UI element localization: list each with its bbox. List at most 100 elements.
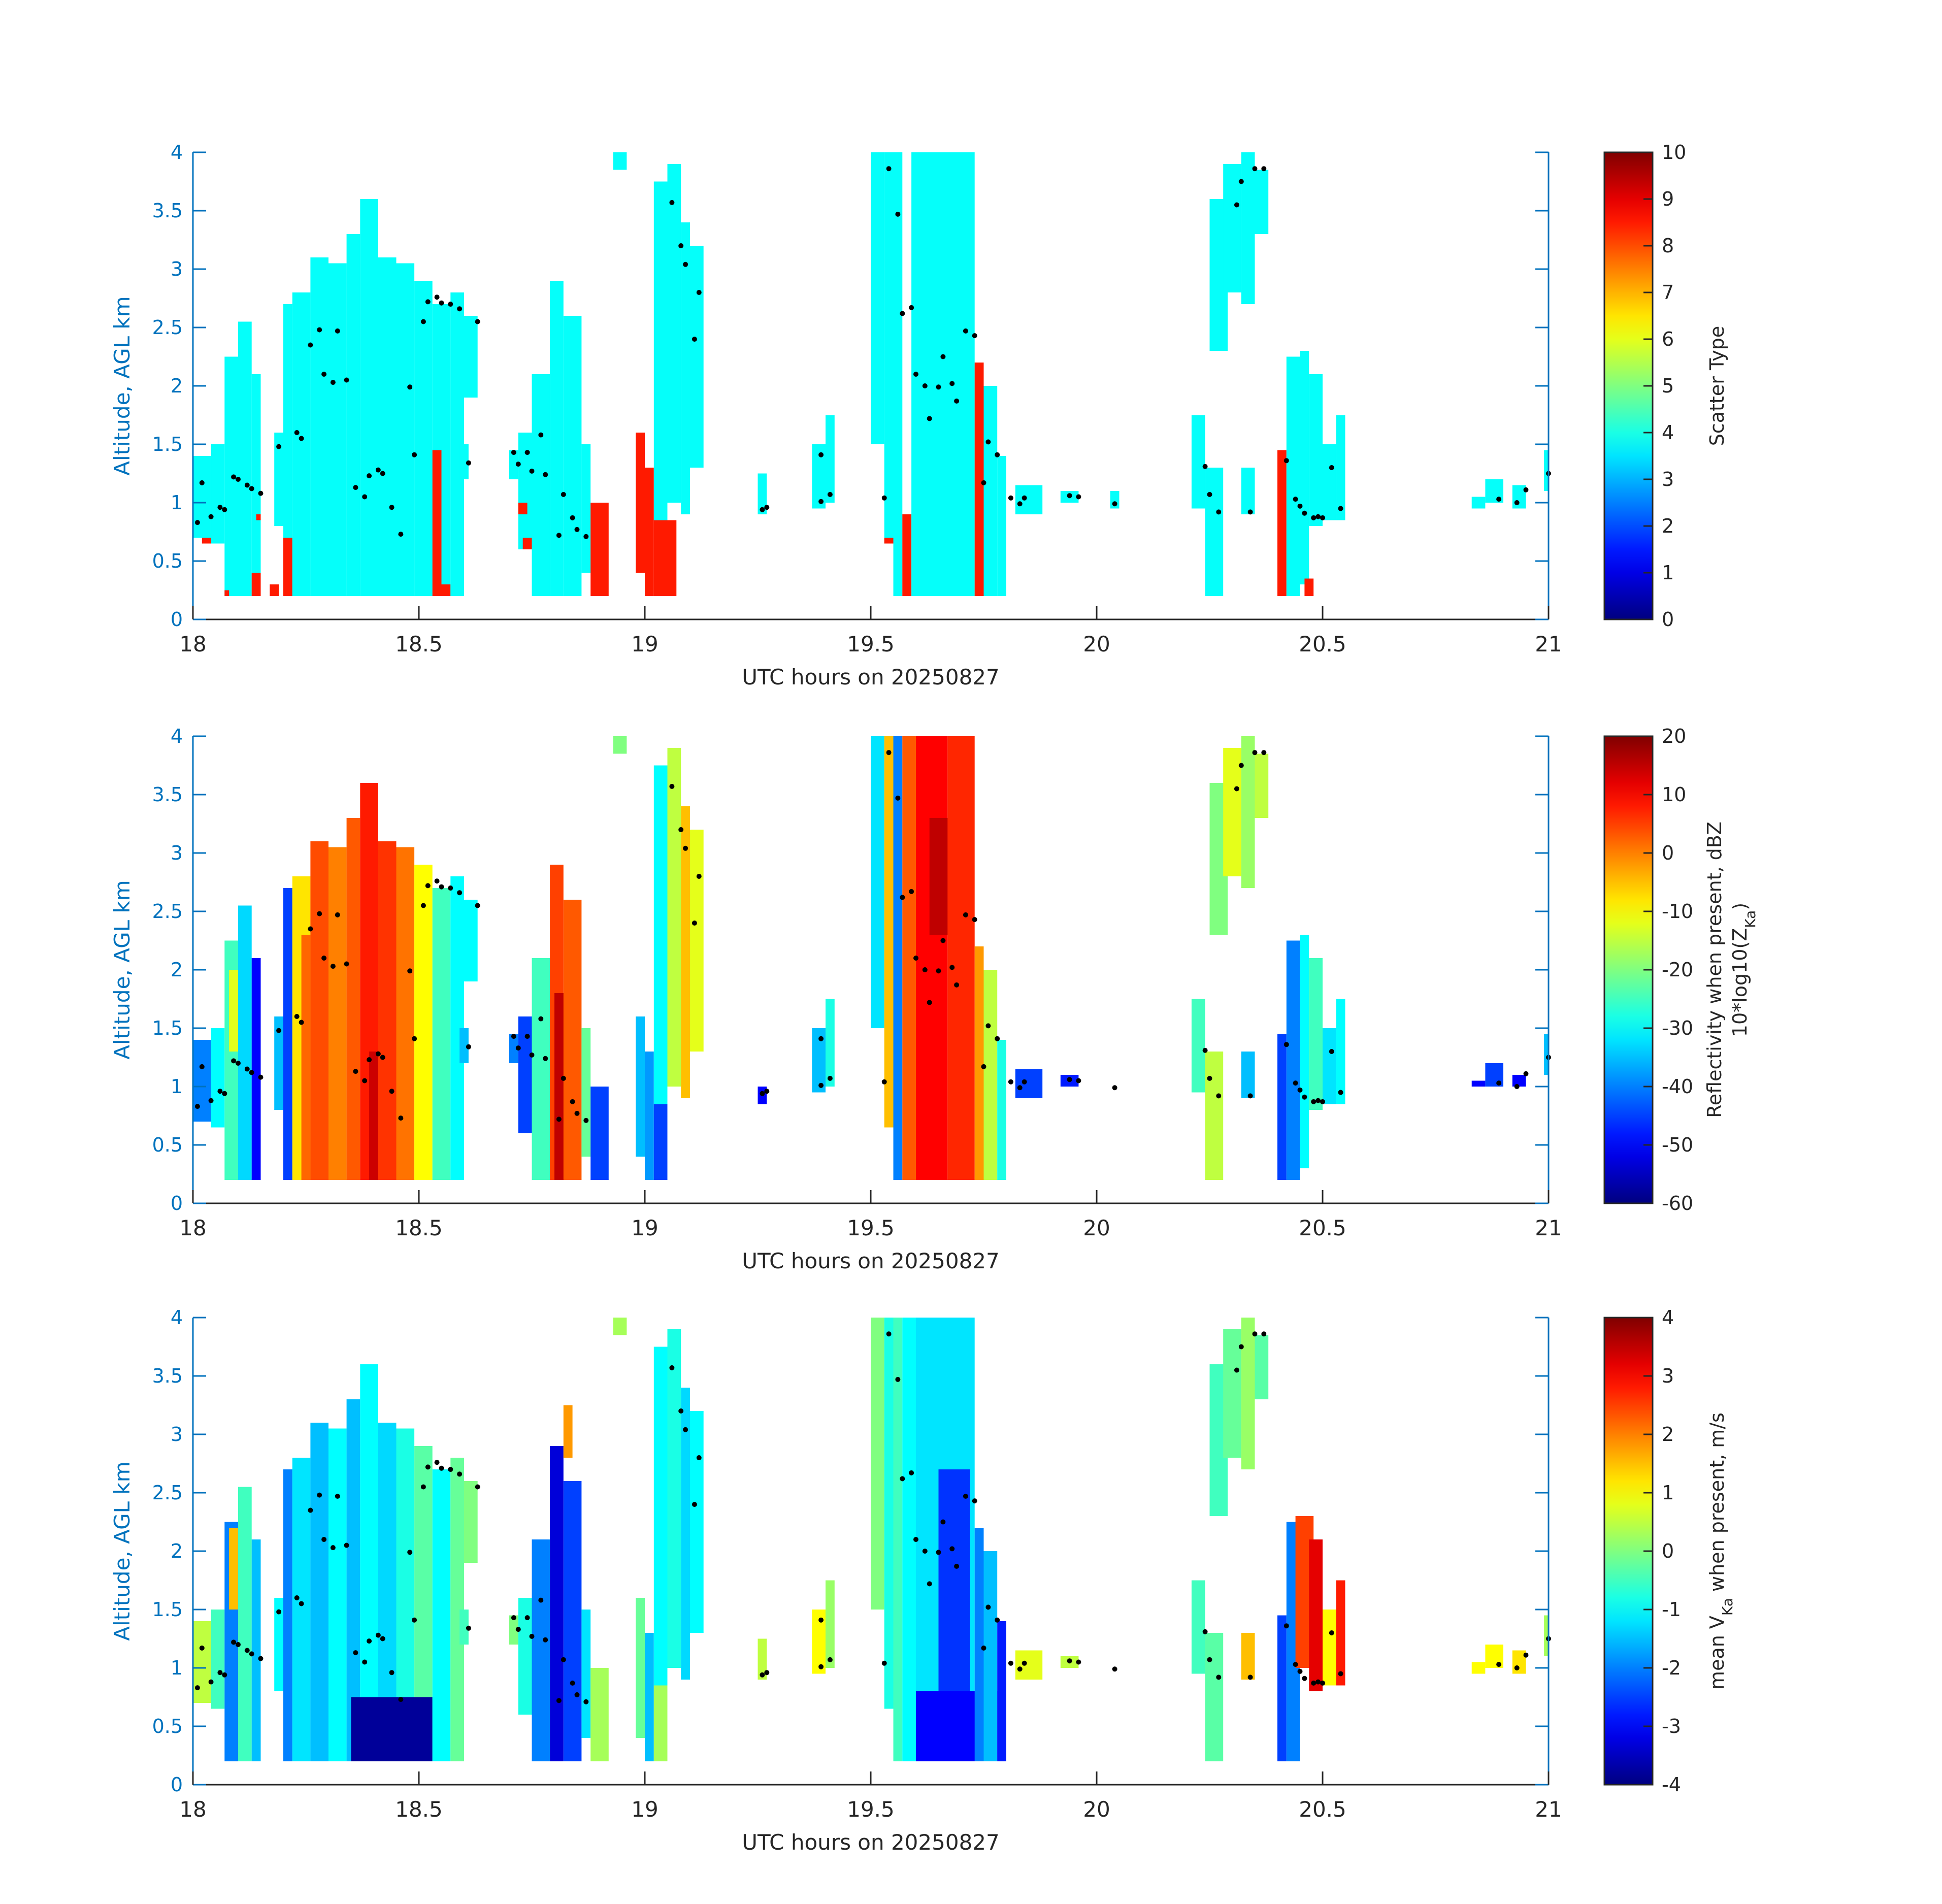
overlay-point (900, 1476, 905, 1482)
overlay-point (669, 783, 675, 789)
overlay-point (317, 911, 322, 916)
overlay-point (515, 462, 521, 467)
overlay-point (760, 507, 765, 512)
overlay-point (985, 1604, 991, 1610)
y-tick-label: 1 (171, 491, 183, 514)
heatmap-cell (1471, 497, 1486, 509)
colorbar-tick-label: 2 (1662, 515, 1674, 537)
heatmap-cell (229, 1528, 238, 1610)
overlay-point (936, 968, 941, 974)
heatmap-cell (283, 538, 292, 596)
overlay-point (353, 485, 358, 490)
overlay-point (511, 1034, 516, 1039)
x-tick-label: 18.5 (395, 632, 443, 656)
overlay-point (1234, 786, 1239, 792)
overlay-point (335, 912, 340, 917)
heatmap-cell (202, 538, 211, 544)
overlay-point (244, 1648, 250, 1653)
heatmap-cell (1277, 1615, 1287, 1761)
colorbar-tick-label: 4 (1662, 421, 1674, 444)
overlay-point (1283, 458, 1289, 464)
overlay-point (692, 921, 697, 926)
overlay-point (420, 319, 426, 324)
overlay-point (1017, 1666, 1023, 1672)
overlay-point (1234, 202, 1239, 208)
heatmap-cell (1241, 468, 1255, 514)
heatmap-cell (1304, 578, 1314, 596)
overlay-point (556, 533, 562, 538)
overlay-point (1297, 1668, 1303, 1674)
overlay-point (1238, 763, 1244, 768)
heatmap-cell (459, 1028, 469, 1063)
overlay-point (981, 1064, 986, 1069)
overlay-point (299, 1601, 304, 1606)
overlay-point (515, 1045, 521, 1051)
overlay-point (683, 845, 688, 851)
overlay-point (244, 1066, 250, 1072)
heatmap-cell (224, 590, 229, 596)
heatmap-cell (1300, 351, 1309, 584)
y-tick-label: 0.5 (152, 1715, 183, 1737)
overlay-point (367, 473, 372, 479)
heatmap-cell (518, 433, 532, 549)
heatmap-cell (251, 374, 261, 573)
colorbar-label-line1: Reflectivity when present, dBZ (1703, 822, 1726, 1118)
overlay-point (217, 1670, 223, 1676)
overlay-point (222, 1672, 227, 1678)
heatmap-cell (193, 1621, 211, 1703)
x-axis-label: UTC hours on 20250827 (742, 1830, 1000, 1855)
overlay-point (1496, 1080, 1502, 1086)
overlay-point (1496, 1662, 1502, 1667)
overlay-point (1320, 515, 1325, 520)
overlay-point (330, 1545, 336, 1551)
heatmap-cell (645, 1052, 654, 1180)
overlay-point (448, 885, 453, 891)
heatmap-cell (563, 316, 582, 596)
heatmap-cell (653, 1685, 668, 1761)
overlay-point (1112, 1666, 1117, 1672)
overlay-point (321, 1537, 327, 1542)
overlay-point (1252, 750, 1258, 756)
colorbar-tick-label: 8 (1662, 235, 1674, 257)
overlay-point (995, 452, 1000, 457)
overlay-point (1017, 1085, 1023, 1091)
y-tick-label: 2.5 (152, 1482, 183, 1504)
overlay-point (524, 1615, 530, 1621)
y-tick-label: 0 (171, 1774, 183, 1796)
heatmap-cell (916, 736, 948, 1180)
y-axis-label: Altitude, AGL km (110, 1461, 135, 1640)
overlay-point (1207, 1075, 1212, 1081)
y-tick-label: 3 (171, 1423, 183, 1446)
colorbar-tick-label: 0 (1662, 1540, 1674, 1562)
overlay-point (696, 874, 702, 879)
overlay-point (954, 398, 960, 404)
overlay-point (1112, 501, 1117, 507)
heatmap-cell (653, 765, 668, 1104)
overlay-point (222, 507, 227, 512)
overlay-point (344, 377, 349, 383)
overlay-point (425, 883, 431, 889)
heatmap-cell (911, 152, 975, 596)
overlay-point (818, 499, 824, 504)
overlay-point (434, 878, 440, 884)
overlay-point (524, 1034, 530, 1039)
overlay-point (1293, 1662, 1298, 1667)
x-tick-label: 18 (179, 632, 206, 656)
overlay-point (330, 964, 336, 969)
heatmap-cell (251, 573, 261, 596)
heatmap-cell (378, 257, 397, 596)
heatmap-cell (459, 444, 469, 479)
y-tick-label: 4 (171, 141, 183, 163)
overlay-point (407, 384, 413, 390)
heatmap-cell (1544, 1615, 1549, 1656)
heatmap-cell (1205, 1633, 1224, 1761)
y-tick-label: 2 (171, 959, 183, 981)
y-tick-label: 0 (171, 1192, 183, 1214)
overlay-point (208, 1679, 214, 1685)
heatmap-cell (1544, 450, 1549, 491)
heatmap-cell (464, 1481, 478, 1563)
x-axis-label: UTC hours on 20250827 (742, 665, 1000, 690)
heatmap-cell (432, 888, 451, 1180)
overlay-point (434, 1460, 440, 1465)
